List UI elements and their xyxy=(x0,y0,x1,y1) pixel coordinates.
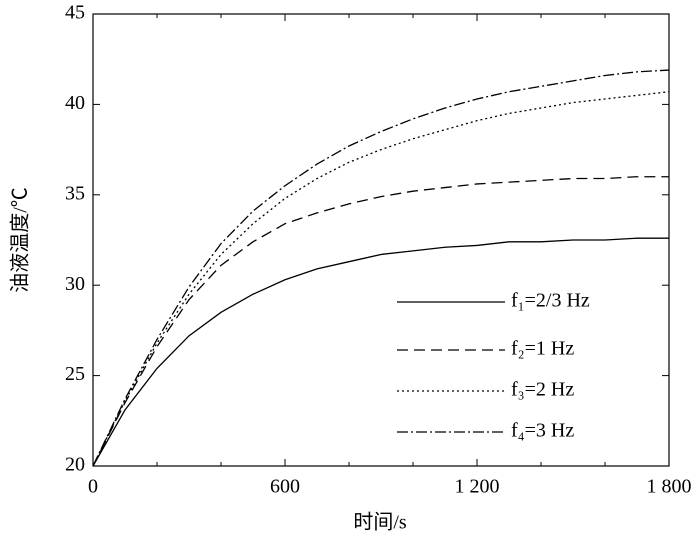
line-series xyxy=(92,91,670,467)
line-series xyxy=(92,176,669,467)
y-tick-label: 25 xyxy=(65,363,85,385)
x-tick-label: 1 200 xyxy=(455,476,500,498)
x-tick-label: 600 xyxy=(270,476,300,498)
x-axis-label: 时间/s xyxy=(353,511,407,534)
y-tick-label: 40 xyxy=(65,92,85,114)
line-series xyxy=(92,237,669,467)
x-tick-label: 1 800 xyxy=(647,476,692,498)
y-tick-label: 30 xyxy=(65,273,85,295)
line-series xyxy=(92,69,670,467)
legend-label: f₄=3 Hz xyxy=(511,420,574,442)
legend-label: f₃=2 Hz xyxy=(511,379,574,401)
y-tick-label: 35 xyxy=(65,182,85,204)
y-tick-label: 20 xyxy=(65,454,85,476)
y-axis-label: 油液温度/℃ xyxy=(9,187,32,293)
x-tick-label: 0 xyxy=(88,476,98,498)
y-tick-label: 45 xyxy=(65,2,85,24)
plot-frame xyxy=(92,13,670,467)
legend-label: f₂=1 Hz xyxy=(511,338,574,360)
legend-label: f₁=2/3 Hz xyxy=(511,290,590,312)
